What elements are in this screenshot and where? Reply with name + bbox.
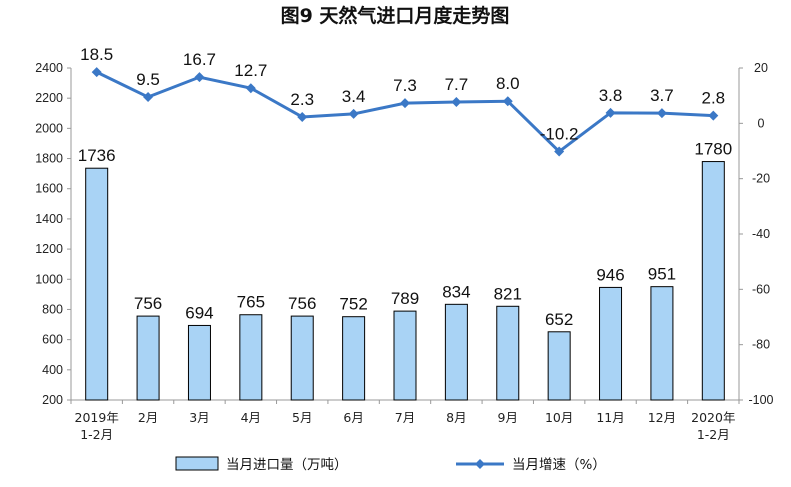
- bar: [187, 324, 211, 401]
- bar-value-label: 756: [134, 294, 162, 313]
- growth-point: [656, 108, 667, 119]
- bar-value-label: 652: [545, 310, 573, 329]
- x-tick-label: 2020年: [691, 410, 735, 425]
- growth-point: [605, 107, 616, 118]
- growth-point: [554, 146, 565, 157]
- x-tick-label: 5月: [292, 410, 312, 425]
- bar-value-label: 946: [596, 265, 624, 284]
- growth-point: [245, 83, 256, 94]
- right-tick-label: 0: [758, 116, 765, 130]
- growth-value-label: 2.3: [290, 90, 314, 109]
- legend-label-line: 当月增速（%）: [512, 457, 606, 473]
- bar-value-label: 765: [237, 293, 265, 312]
- growth-point: [143, 92, 154, 103]
- growth-value-label: 18.5: [80, 45, 113, 64]
- bar: [342, 316, 366, 401]
- bar-value-label: 694: [185, 303, 213, 322]
- left-tick-label: 400: [42, 363, 63, 377]
- left-tick-label: 800: [42, 302, 63, 316]
- growth-point: [91, 67, 102, 78]
- growth-value-label: -10.2: [540, 125, 579, 144]
- bar: [136, 315, 160, 401]
- growth-point: [708, 110, 719, 121]
- right-tick-label: -80: [752, 338, 770, 352]
- left-tick-label: 2200: [35, 91, 63, 105]
- x-tick-label: 11月: [596, 410, 624, 425]
- bar: [290, 315, 314, 401]
- x-tick-label: 8月: [446, 410, 466, 425]
- bar-value-label: 756: [288, 294, 316, 313]
- growth-point: [297, 111, 308, 122]
- x-tick-label: 7月: [395, 410, 415, 425]
- growth-point: [451, 97, 462, 108]
- bar-value-label: 752: [339, 295, 367, 314]
- left-tick-label: 1000: [35, 272, 63, 286]
- x-tick-label: 2019年: [75, 410, 119, 425]
- right-tick-label: -40: [752, 227, 770, 241]
- legend-swatch-bar: [175, 456, 219, 471]
- bar: [444, 303, 468, 401]
- growth-point: [194, 72, 205, 83]
- bar-value-label: 951: [648, 265, 676, 284]
- bar-value-label: 834: [442, 282, 470, 301]
- bar-value-label: 789: [391, 289, 419, 308]
- growth-value-label: 12.7: [234, 61, 267, 80]
- growth-point: [502, 96, 513, 107]
- right-tick-label: -60: [752, 282, 770, 296]
- growth-value-label: 3.7: [650, 86, 674, 105]
- growth-value-label: 7.3: [393, 76, 417, 95]
- growth-point: [400, 98, 410, 109]
- bar: [599, 286, 623, 401]
- left-tick-label: 600: [42, 333, 63, 347]
- x-tick-label: 1-2月: [697, 427, 730, 442]
- left-tick-label: 1200: [35, 242, 63, 256]
- left-tick-label: 2000: [35, 121, 63, 135]
- growth-value-label: 9.5: [136, 70, 160, 89]
- x-tick-label: 12月: [648, 410, 676, 425]
- growth-value-label: 2.8: [701, 89, 725, 108]
- growth-value-label: 16.7: [183, 50, 216, 69]
- left-tick-label: 200: [42, 393, 63, 407]
- growth-value-label: 3.8: [599, 86, 623, 105]
- x-tick-label: 4月: [241, 410, 261, 425]
- legend-swatch-marker: [475, 459, 485, 469]
- right-tick-label: 20: [754, 61, 768, 75]
- bar-value-label: 1736: [78, 146, 116, 165]
- x-tick-label: 1-2月: [80, 427, 113, 442]
- chart-title: 图9 天然气进口月度走势图: [281, 4, 510, 27]
- left-tick-label: 2400: [35, 61, 63, 75]
- x-tick-label: 10月: [545, 410, 573, 425]
- bar: [496, 305, 520, 401]
- left-tick-label: 1800: [35, 152, 63, 166]
- bar: [85, 167, 109, 401]
- bar: [701, 161, 725, 401]
- bar-value-label: 1780: [694, 140, 732, 159]
- x-tick-label: 6月: [343, 410, 363, 425]
- right-tick-label: -100: [748, 393, 773, 407]
- growth-value-label: 3.4: [342, 87, 366, 106]
- growth-value-label: 7.7: [445, 75, 469, 94]
- x-tick-label: 9月: [498, 410, 518, 425]
- x-tick-label: 3月: [189, 410, 209, 425]
- bar: [547, 331, 571, 401]
- growth-point: [348, 108, 359, 119]
- left-tick-label: 1600: [35, 182, 63, 196]
- bar-value-label: 821: [494, 284, 522, 303]
- bar: [650, 286, 674, 401]
- right-tick-label: -20: [752, 172, 770, 186]
- legend-label-bar: 当月进口量（万吨）: [226, 457, 348, 473]
- bar: [239, 314, 263, 401]
- x-tick-label: 2月: [138, 410, 158, 425]
- left-tick-label: 1400: [35, 212, 63, 226]
- growth-value-label: 8.0: [496, 74, 520, 93]
- bar: [393, 310, 417, 401]
